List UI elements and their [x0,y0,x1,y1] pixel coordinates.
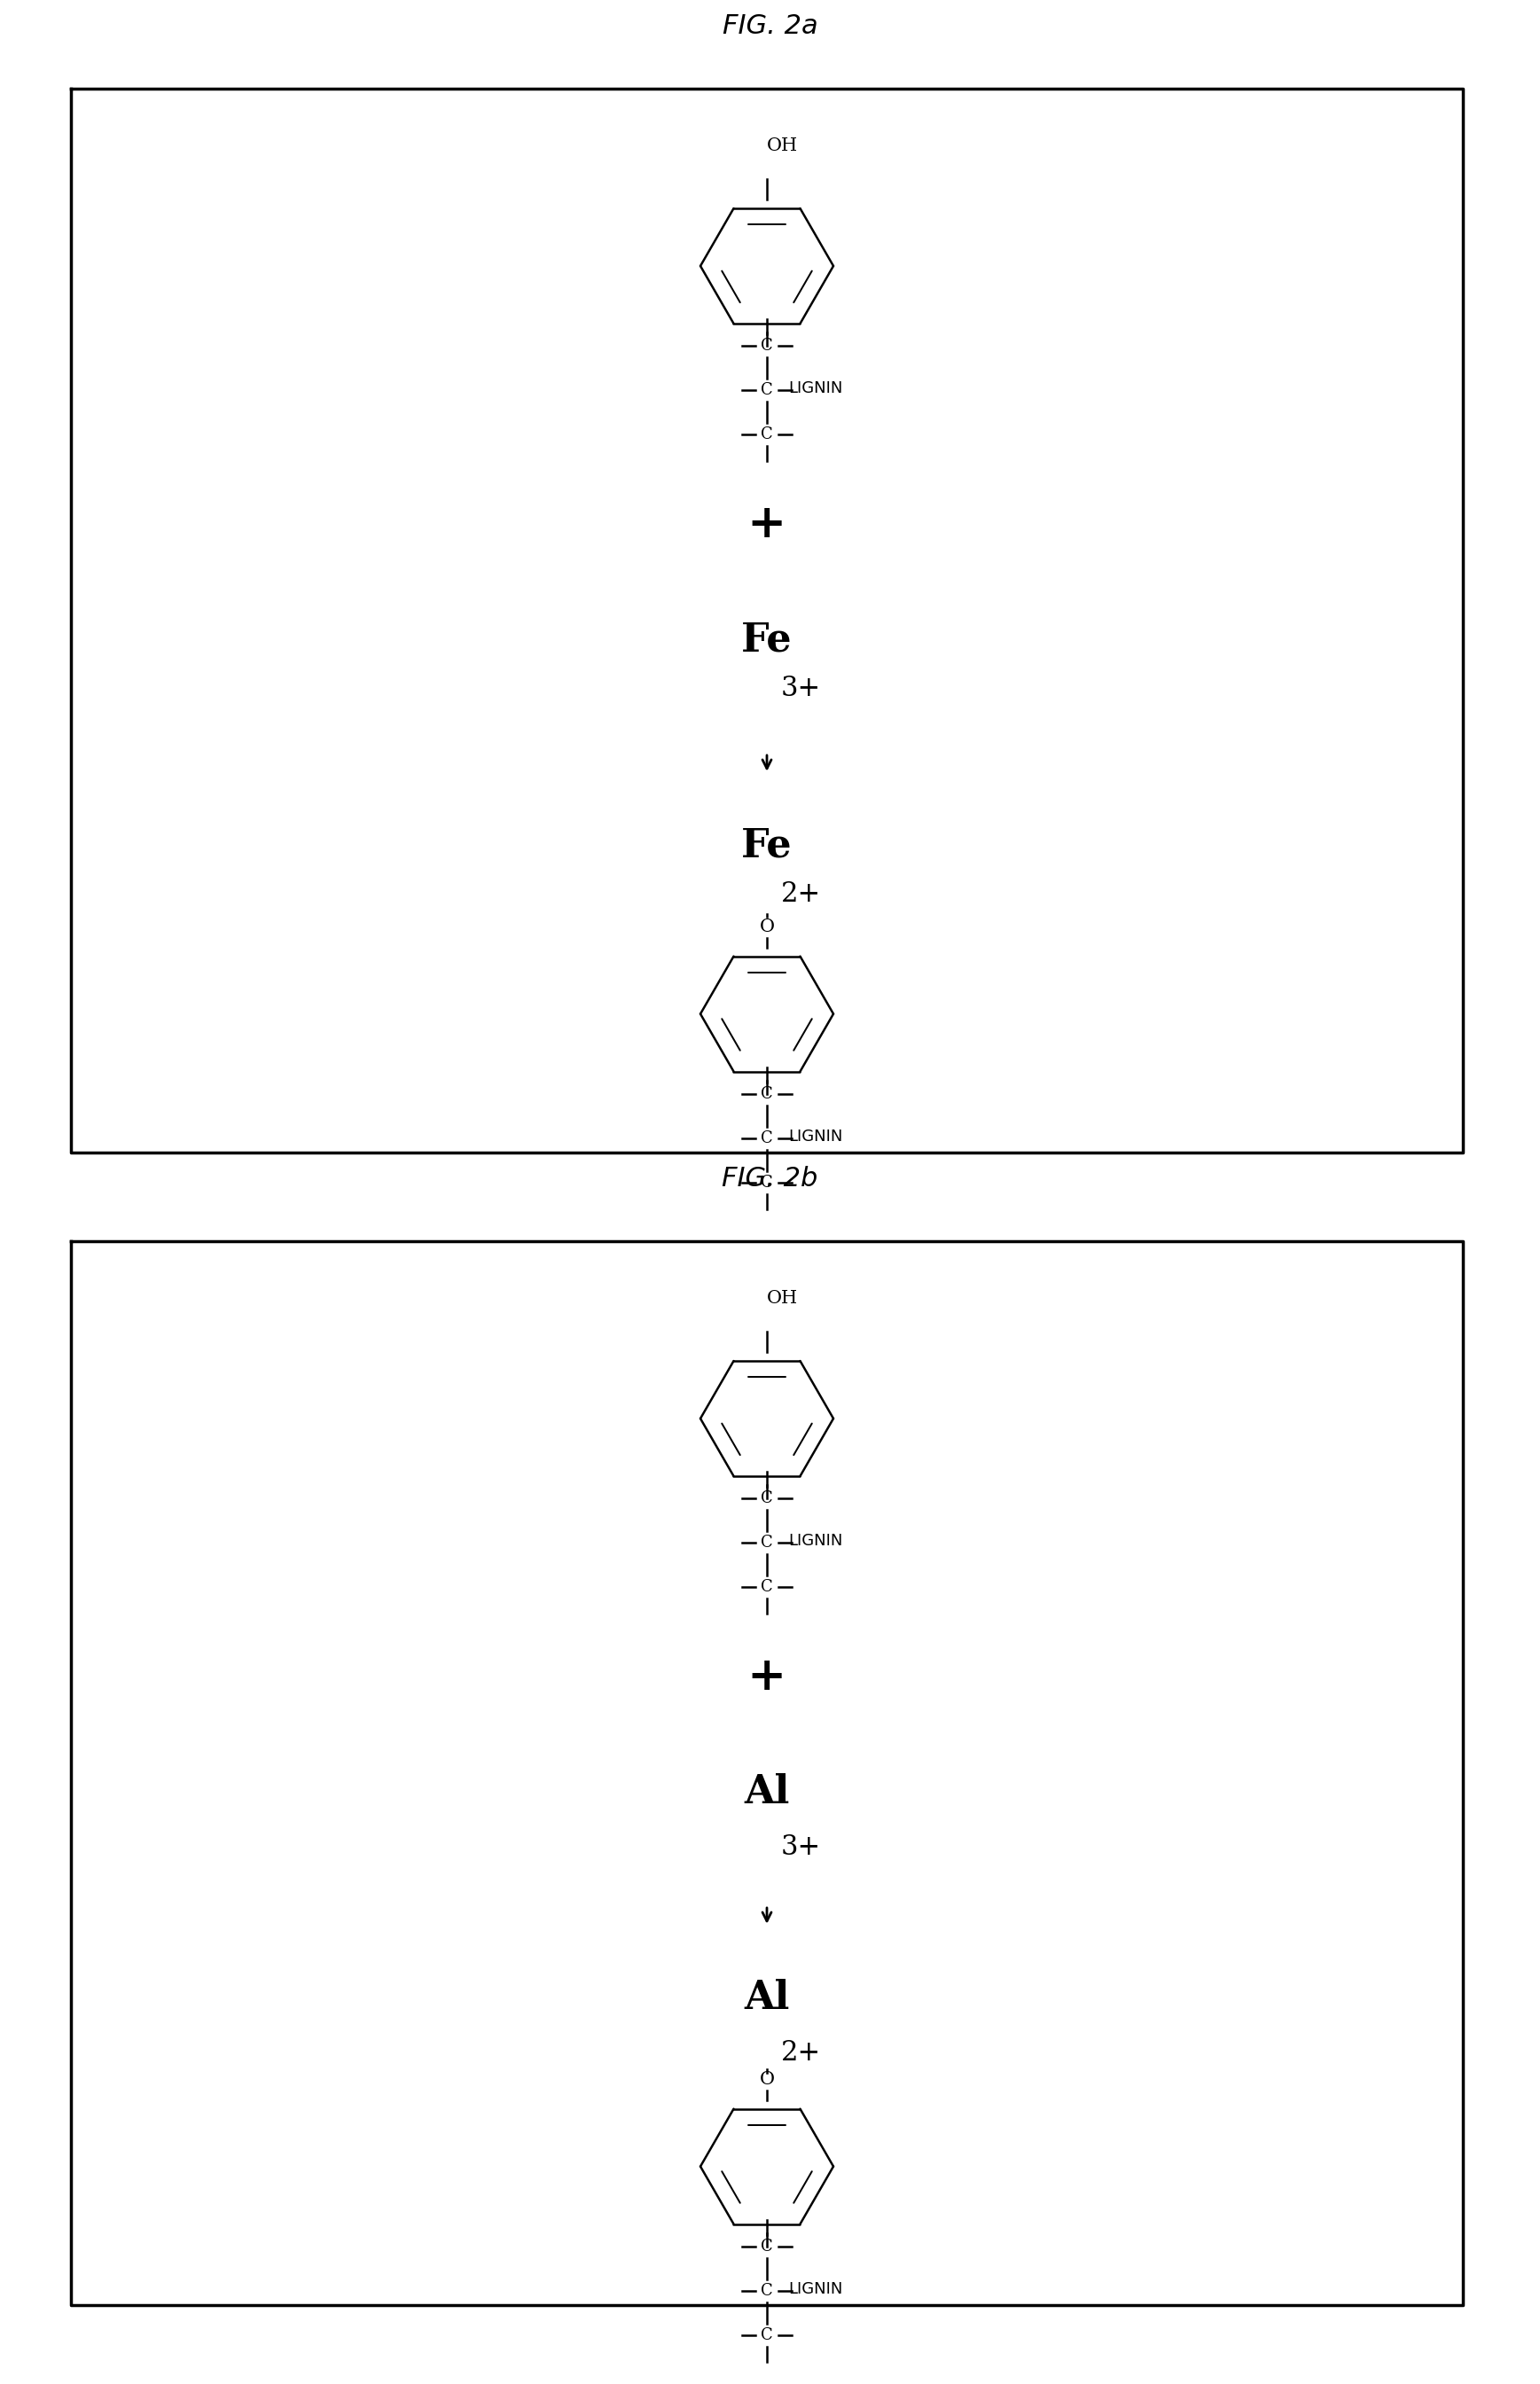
Text: C: C [761,2281,773,2298]
Text: 2+: 2+ [781,880,821,908]
Text: LIGNIN: LIGNIN [788,2281,842,2296]
Text: Fe: Fe [741,827,793,865]
Text: C: C [761,1130,773,1147]
Text: C: C [761,1535,773,1550]
Text: Al: Al [744,1774,790,1812]
Text: FIG. 2a: FIG. 2a [722,14,818,41]
Text: O: O [759,918,775,935]
Text: C: C [761,2239,773,2255]
Text: C: C [761,1085,773,1101]
Text: LIGNIN: LIGNIN [788,1128,842,1144]
Text: C: C [761,427,773,443]
Text: OH: OH [767,138,798,155]
Text: 3+: 3+ [781,1833,821,1862]
Text: 3+: 3+ [781,675,821,703]
Text: +: + [747,1654,787,1700]
Text: C: C [761,1490,773,1507]
Text: C: C [761,1578,773,1595]
Text: Al: Al [744,1979,790,2017]
Text: 2+: 2+ [781,2038,821,2067]
Text: C: C [761,1175,773,1190]
Text: C: C [761,381,773,398]
Text: C: C [761,2327,773,2343]
Text: LIGNIN: LIGNIN [788,1533,842,1550]
Text: Fe: Fe [741,620,793,658]
Text: OH: OH [767,1290,798,1306]
Text: O: O [759,2072,775,2088]
Text: LIGNIN: LIGNIN [788,381,842,396]
Text: +: + [747,503,787,548]
Text: FIG. 2b: FIG. 2b [722,1166,818,1192]
Text: C: C [761,339,773,353]
